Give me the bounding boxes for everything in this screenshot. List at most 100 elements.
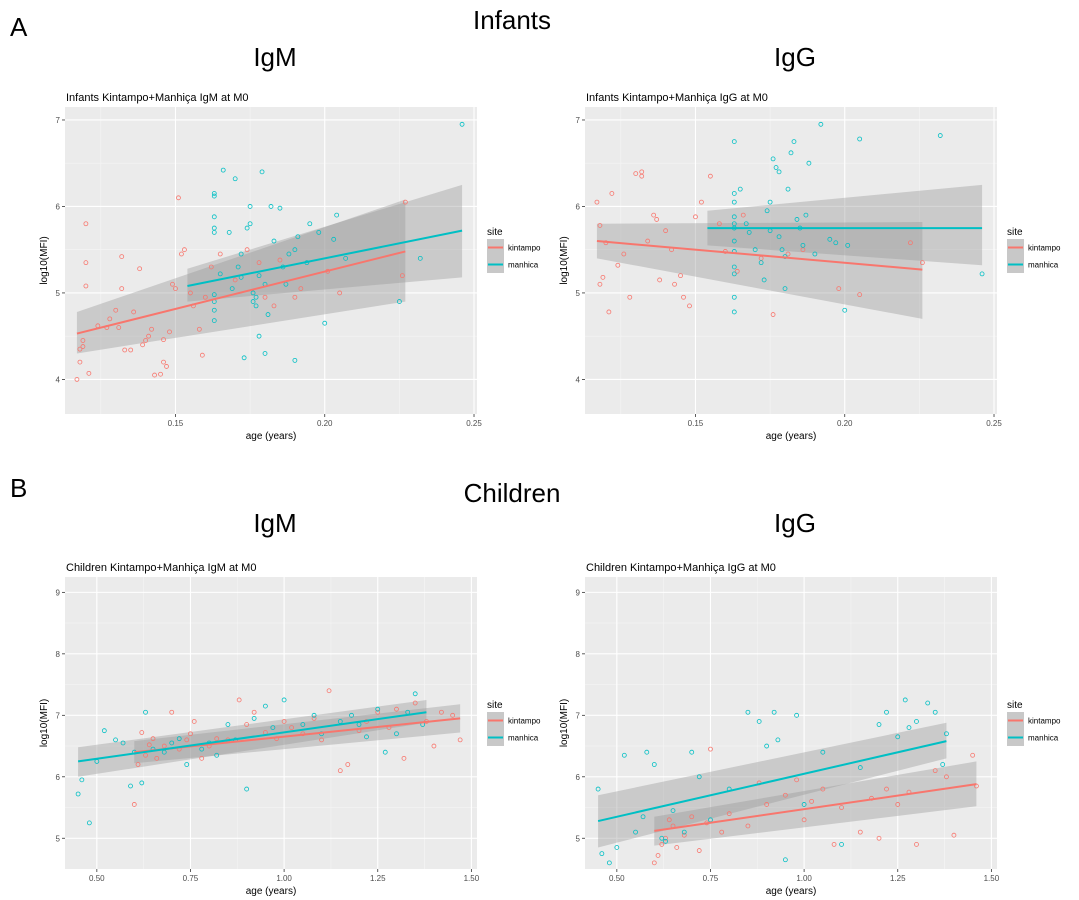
confidence-band-kintampo bbox=[596, 222, 923, 319]
data-point-manhica bbox=[139, 780, 145, 786]
data-point-kintampo bbox=[932, 768, 938, 774]
data-point-kintampo bbox=[609, 191, 615, 196]
data-point-kintampo bbox=[457, 737, 463, 743]
data-point-manhica bbox=[731, 294, 737, 300]
confidence-band-manhica bbox=[707, 184, 983, 266]
subtitle-children-igm: IgM bbox=[253, 508, 297, 538]
data-point-manhica bbox=[211, 318, 217, 324]
data-point-manhica bbox=[737, 186, 743, 192]
y-axis-label: log10(MFI) bbox=[39, 236, 50, 284]
data-point-manhica bbox=[800, 242, 806, 248]
data-point-manhica bbox=[300, 722, 306, 727]
confidence-band-manhica bbox=[78, 699, 427, 777]
data-point-manhica bbox=[731, 309, 737, 315]
plot-panel bbox=[585, 577, 997, 869]
data-point-manhica bbox=[281, 697, 287, 703]
data-point-manhica bbox=[256, 273, 262, 279]
data-point-kintampo bbox=[908, 240, 913, 246]
data-point-manhica bbox=[827, 236, 833, 242]
data-point-kintampo bbox=[831, 842, 837, 847]
data-point-kintampo bbox=[167, 329, 172, 335]
data-point-manhica bbox=[731, 199, 737, 205]
data-point-kintampo bbox=[895, 802, 901, 807]
legend-label-kintampo: kintampo bbox=[508, 244, 541, 253]
data-point-kintampo bbox=[678, 273, 683, 279]
data-point-kintampo bbox=[708, 746, 713, 752]
data-point-kintampo bbox=[214, 736, 220, 742]
data-point-kintampo bbox=[401, 755, 407, 761]
data-point-kintampo bbox=[699, 199, 704, 205]
x-axis-label: age (years) bbox=[246, 431, 297, 442]
x-tick-label: 0.20 bbox=[837, 419, 853, 428]
data-point-kintampo bbox=[244, 722, 250, 727]
y-tick-label: 4 bbox=[576, 375, 581, 384]
data-point-kintampo bbox=[944, 774, 949, 780]
data-point-manhica bbox=[770, 156, 776, 162]
data-point-manhica bbox=[857, 136, 863, 142]
data-point-manhica bbox=[621, 752, 627, 758]
data-point-manhica bbox=[944, 731, 949, 737]
fit-line-manhica bbox=[77, 711, 427, 763]
data-point-manhica bbox=[801, 802, 807, 807]
data-point-kintampo bbox=[681, 832, 687, 838]
data-point-kintampo bbox=[179, 251, 184, 257]
data-point-kintampo bbox=[169, 709, 175, 715]
data-point-manhica bbox=[235, 264, 241, 270]
data-point-manhica bbox=[818, 121, 824, 127]
data-point-kintampo bbox=[645, 238, 651, 244]
data-point-kintampo bbox=[726, 811, 732, 817]
data-point-kintampo bbox=[651, 212, 657, 218]
data-point-kintampo bbox=[734, 268, 740, 274]
data-point-manhica bbox=[394, 731, 399, 737]
panel-label-b: B bbox=[10, 473, 28, 503]
data-point-kintampo bbox=[615, 262, 621, 268]
fit-line-manhica bbox=[597, 740, 947, 823]
data-point-manhica bbox=[211, 229, 217, 235]
data-point-kintampo bbox=[289, 725, 295, 731]
data-point-manhica bbox=[791, 139, 797, 144]
data-point-manhica bbox=[731, 271, 737, 277]
y-tick-label: 7 bbox=[56, 116, 61, 125]
data-point-kintampo bbox=[597, 223, 603, 228]
data-point-manhica bbox=[286, 251, 292, 257]
data-point-kintampo bbox=[337, 768, 343, 774]
y-tick-label: 4 bbox=[56, 375, 61, 384]
data-point-kintampo bbox=[651, 860, 657, 866]
x-tick-label: 1.50 bbox=[984, 874, 1000, 883]
data-point-manhica bbox=[75, 791, 81, 797]
data-point-kintampo bbox=[639, 169, 645, 175]
data-point-kintampo bbox=[139, 730, 145, 735]
y-tick-label: 9 bbox=[576, 588, 581, 597]
data-point-kintampo bbox=[271, 303, 277, 309]
data-point-kintampo bbox=[884, 786, 889, 792]
data-point-manhica bbox=[925, 700, 931, 706]
data-point-kintampo bbox=[633, 171, 639, 176]
data-point-manhica bbox=[253, 294, 259, 300]
data-point-kintampo bbox=[217, 251, 223, 257]
data-point-kintampo bbox=[809, 798, 815, 804]
data-point-manhica bbox=[113, 737, 118, 743]
data-point-kintampo bbox=[326, 688, 332, 694]
data-point-kintampo bbox=[337, 290, 343, 296]
data-point-manhica bbox=[382, 749, 388, 755]
data-point-kintampo bbox=[83, 221, 89, 227]
subtitle-infants-igm: IgM bbox=[253, 42, 297, 72]
data-point-manhica bbox=[752, 247, 758, 253]
data-point-kintampo bbox=[621, 251, 627, 257]
data-point-kintampo bbox=[232, 277, 238, 283]
data-point-manhica bbox=[857, 765, 863, 770]
data-point-manhica bbox=[820, 749, 826, 755]
data-point-kintampo bbox=[716, 221, 722, 227]
legend-label-kintampo: kintampo bbox=[508, 717, 541, 726]
data-point-manhica bbox=[220, 167, 226, 173]
data-point-kintampo bbox=[696, 848, 702, 853]
data-point-kintampo bbox=[277, 257, 283, 263]
data-point-kintampo bbox=[244, 247, 250, 253]
data-point-kintampo bbox=[600, 274, 606, 280]
x-tick-label: 1.25 bbox=[890, 874, 906, 883]
data-point-kintampo bbox=[764, 802, 770, 807]
x-tick-label: 0.50 bbox=[609, 874, 625, 883]
data-point-manhica bbox=[906, 725, 912, 731]
data-point-manhica bbox=[211, 191, 217, 196]
x-tick-label: 1.00 bbox=[796, 874, 812, 883]
